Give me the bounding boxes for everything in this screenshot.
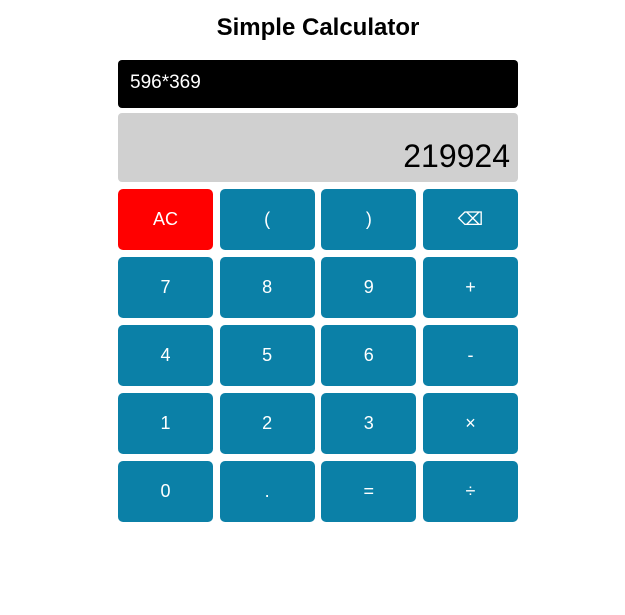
digit-4-button[interactable]: 4	[118, 325, 213, 386]
backspace-icon: ⌫	[457, 209, 484, 229]
clear-button[interactable]: AC	[118, 189, 213, 250]
backspace-button[interactable]: ⌫	[422, 189, 518, 250]
close-paren-button[interactable]: )	[321, 189, 417, 250]
digit-8-button[interactable]: 8	[219, 257, 315, 318]
digit-7-button[interactable]: 7	[118, 257, 213, 318]
expression-display: 596*369	[118, 60, 518, 108]
digit-3-button[interactable]: 3	[321, 393, 417, 454]
add-button[interactable]: +	[422, 257, 518, 318]
digit-9-button[interactable]: 9	[321, 257, 417, 318]
digit-6-button[interactable]: 6	[321, 325, 417, 386]
decimal-button[interactable]: .	[219, 461, 315, 522]
digit-0-button[interactable]: 0	[118, 461, 213, 522]
keypad: AC ( ) ⌫ 7 8 9 + 4 5 6 - 1 2 3 × 0 . = ÷	[118, 189, 518, 522]
digit-2-button[interactable]: 2	[219, 393, 315, 454]
multiply-button[interactable]: ×	[422, 393, 518, 454]
divide-button[interactable]: ÷	[422, 461, 518, 522]
page-title: Simple Calculator	[216, 14, 420, 41]
digit-1-button[interactable]: 1	[118, 393, 213, 454]
digit-5-button[interactable]: 5	[219, 325, 315, 386]
result-display: 219924	[118, 113, 518, 182]
subtract-button[interactable]: -	[422, 325, 518, 386]
open-paren-button[interactable]: (	[219, 189, 315, 250]
equals-button[interactable]: =	[321, 461, 417, 522]
